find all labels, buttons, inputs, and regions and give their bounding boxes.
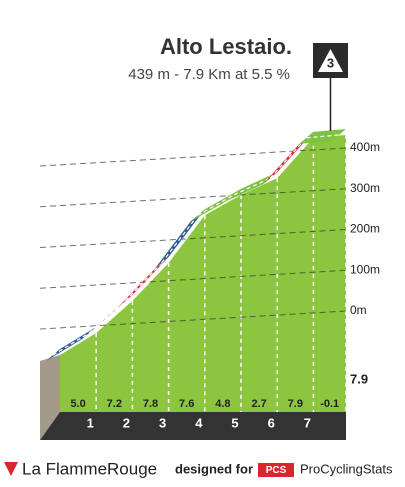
category-label: 3 bbox=[327, 55, 334, 70]
grade-label: 5.0 bbox=[70, 398, 85, 410]
km-label: 1 bbox=[87, 415, 94, 430]
km-label: 4 bbox=[195, 415, 203, 430]
chart-subtitle: 439 m - 7.9 Km at 5.5 % bbox=[128, 66, 290, 83]
grade-label: -0.1 bbox=[320, 398, 339, 410]
y-tick-label: 300m bbox=[350, 181, 380, 195]
badge-triangle bbox=[318, 49, 343, 72]
pcs-badge bbox=[258, 463, 294, 477]
chart-title: Alto Lestaio. bbox=[160, 34, 292, 59]
brand: La FlammeRouge bbox=[22, 459, 157, 478]
band-center bbox=[52, 332, 90, 356]
grid-line bbox=[39, 229, 347, 249]
grade-label: 4.8 bbox=[215, 398, 230, 410]
segment-band bbox=[190, 188, 242, 222]
grade-label: 7.2 bbox=[107, 398, 122, 410]
band-center bbox=[88, 300, 126, 334]
grade-label: 7.9 bbox=[288, 398, 303, 410]
grade-label: 7.6 bbox=[179, 398, 194, 410]
grid-line bbox=[39, 310, 347, 330]
segment-band bbox=[263, 131, 314, 185]
end-distance: 7.9 bbox=[350, 371, 368, 386]
band-center bbox=[269, 137, 307, 179]
km-label: 7 bbox=[304, 415, 311, 430]
y-tick-label: 0m bbox=[350, 303, 367, 317]
pcs-badge-text: PCS bbox=[266, 465, 287, 476]
base-band bbox=[40, 412, 346, 440]
km-label: 2 bbox=[123, 415, 130, 430]
flag-icon bbox=[4, 462, 18, 476]
band-center bbox=[306, 134, 340, 139]
y-tick-label: 200m bbox=[350, 222, 380, 236]
km-label: 5 bbox=[231, 415, 238, 430]
side-wall bbox=[40, 355, 60, 440]
grade-label: 7.8 bbox=[143, 398, 158, 410]
profile-area bbox=[60, 134, 346, 412]
grid-line bbox=[39, 269, 347, 289]
grid-line bbox=[39, 188, 347, 208]
km-label: 3 bbox=[159, 415, 166, 430]
band-center bbox=[124, 262, 163, 302]
grade-label: 2.7 bbox=[251, 398, 266, 410]
site-name: ProCyclingStats bbox=[300, 461, 393, 476]
km-label: 6 bbox=[268, 415, 275, 430]
footer: La FlammeRouge designed for PCS ProCycli… bbox=[4, 459, 393, 478]
segment-band bbox=[227, 172, 278, 201]
designed-for: designed for bbox=[175, 461, 253, 476]
y-tick-label: 100m bbox=[350, 262, 380, 276]
band-center bbox=[161, 214, 199, 264]
y-tick-label: 400m bbox=[350, 140, 380, 154]
